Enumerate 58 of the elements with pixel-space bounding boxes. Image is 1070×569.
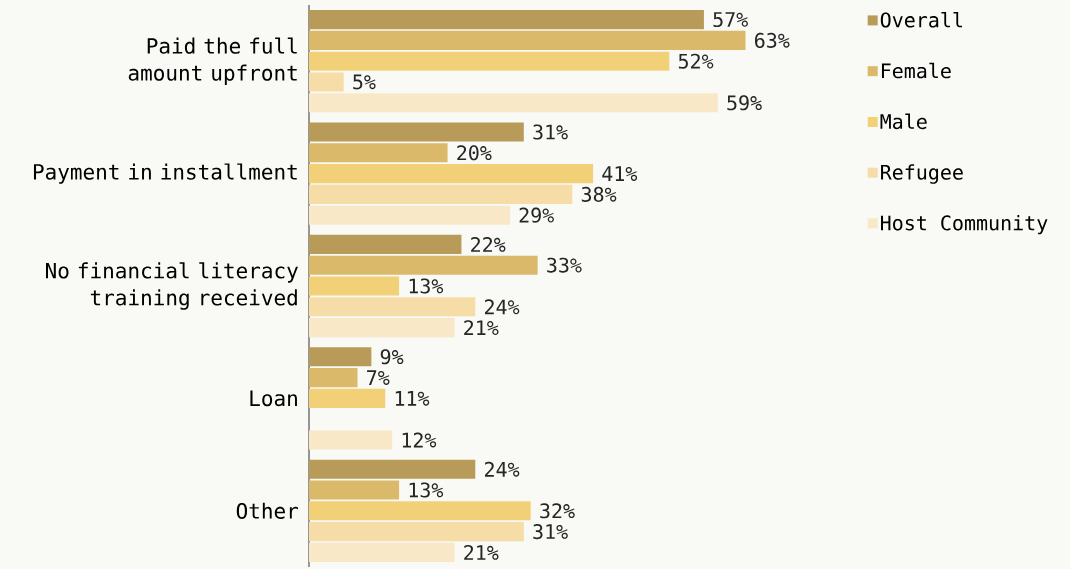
bar: [309, 347, 372, 367]
data-label: 52%: [678, 53, 714, 69]
bar: [309, 30, 746, 50]
data-label: 31%: [533, 524, 568, 540]
bar: [309, 143, 448, 163]
bar: [309, 430, 393, 450]
y-tick-label: Loan: [250, 390, 297, 407]
data-label: 24%: [484, 461, 520, 477]
data-label: 33%: [547, 257, 582, 273]
data-label: 29%: [519, 207, 554, 223]
data-label: 59%: [727, 95, 762, 111]
legend-label: Male: [880, 113, 927, 130]
data-label: 24%: [484, 299, 520, 315]
bar: [309, 72, 344, 92]
y-tick-label: Other: [236, 502, 298, 519]
bar: [309, 318, 455, 338]
bar: [309, 122, 524, 142]
bar: [309, 10, 704, 30]
data-label: 5%: [353, 74, 376, 90]
data-label: 21%: [464, 320, 499, 335]
data-label: 22%: [471, 236, 506, 252]
bar: [309, 388, 386, 408]
data-label: 11%: [395, 391, 430, 406]
bar: [309, 205, 510, 225]
bar: [309, 234, 462, 254]
data-label: 32%: [540, 503, 575, 519]
bar: [309, 522, 524, 542]
bar: [309, 93, 718, 113]
data-label: 41%: [602, 166, 638, 181]
data-label: 63%: [755, 32, 790, 48]
legend-label: Host Community: [881, 215, 1048, 235]
legend-label: Refugee: [881, 164, 963, 184]
bar: [309, 276, 400, 296]
bar: [309, 368, 358, 388]
bar: [309, 184, 573, 204]
data-label: 9%: [380, 349, 404, 365]
y-tick-label: Paid the full amount upfront: [128, 37, 297, 85]
bar: [309, 480, 400, 500]
data-label: 12%: [402, 432, 437, 448]
data-label: 20%: [457, 145, 492, 161]
bar: [309, 542, 455, 562]
bar: [309, 164, 594, 184]
data-label: 38%: [581, 186, 617, 202]
bar: [309, 51, 670, 71]
data-label: 7%: [367, 370, 390, 385]
bar: [309, 255, 538, 275]
bar: [309, 501, 531, 521]
data-label: 21%: [464, 544, 499, 560]
data-label: 13%: [409, 482, 444, 498]
y-tick-label: No financial literacy training received: [46, 262, 298, 310]
data-label: 57%: [713, 12, 748, 28]
y-tick-label: Payment in installment: [33, 163, 297, 184]
data-label: 31%: [533, 124, 568, 140]
bar: [309, 459, 476, 479]
bar: [309, 297, 476, 317]
legend-label: Female: [881, 62, 951, 79]
legend-label: Overall: [880, 12, 963, 28]
data-label: 13%: [409, 278, 444, 294]
